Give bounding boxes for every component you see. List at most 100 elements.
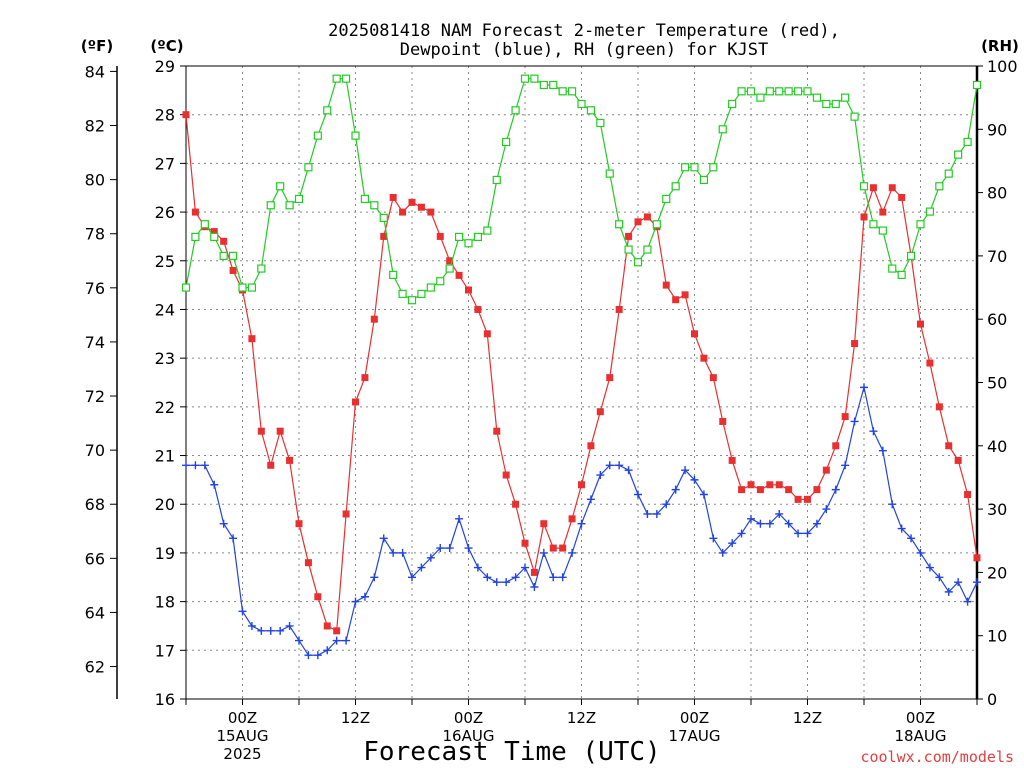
temperature-point bbox=[540, 520, 548, 528]
temperature-point bbox=[596, 408, 604, 416]
temperature-point bbox=[191, 208, 199, 216]
fahrenheit-tick-label: 66 bbox=[85, 549, 105, 568]
celsius-tick-label: 17 bbox=[155, 641, 175, 660]
temperature-point bbox=[804, 495, 811, 503]
rh-point bbox=[332, 74, 341, 83]
rh-point bbox=[577, 99, 586, 109]
rh-point bbox=[652, 220, 661, 229]
temperature-point bbox=[719, 417, 727, 425]
temperature-point bbox=[333, 627, 341, 635]
dewpoint-point bbox=[878, 446, 887, 455]
temperature-point bbox=[973, 554, 981, 562]
x-tick-label-date: 17AUG bbox=[669, 727, 721, 745]
temperature-point bbox=[785, 486, 793, 494]
rh-point bbox=[765, 87, 774, 96]
rh-point bbox=[963, 137, 972, 147]
rh-point bbox=[897, 270, 906, 279]
rh-point bbox=[615, 220, 624, 229]
dewpoint-point bbox=[888, 500, 897, 509]
rh-point bbox=[944, 169, 953, 178]
celsius-tick-label: 16 bbox=[155, 690, 175, 709]
temperature-point bbox=[530, 568, 538, 576]
fahrenheit-tick-label: 76 bbox=[85, 279, 105, 298]
dewpoint-point bbox=[624, 466, 633, 475]
temperature-point bbox=[427, 208, 435, 216]
rh-point bbox=[643, 245, 652, 254]
celsius-tick-label: 25 bbox=[155, 252, 175, 271]
rh-point bbox=[247, 283, 257, 292]
dewpoint-point bbox=[916, 548, 925, 557]
rh-tick-label: 0 bbox=[987, 690, 997, 709]
rh-point bbox=[379, 213, 388, 223]
dewpoint-point bbox=[539, 548, 548, 557]
x-axis-title: Forecast Time (UTC) bbox=[363, 737, 660, 767]
rh-point bbox=[737, 87, 746, 96]
rh-point bbox=[859, 182, 869, 191]
celsius-tick-label: 26 bbox=[155, 203, 175, 222]
x-tick-label-date: 15AUG bbox=[217, 727, 269, 745]
temperature-point bbox=[813, 486, 821, 494]
dewpoint-point bbox=[935, 573, 944, 582]
temperature-point bbox=[295, 520, 303, 528]
dewpoint-point bbox=[323, 646, 332, 655]
temperature-point bbox=[474, 305, 482, 313]
rh-point bbox=[473, 232, 483, 242]
rh-point bbox=[360, 194, 370, 204]
rh-point bbox=[596, 118, 605, 128]
dewpoint-point bbox=[850, 417, 859, 426]
temperature-point bbox=[352, 398, 359, 406]
rh-point bbox=[530, 74, 539, 83]
dewpoint-point bbox=[662, 500, 671, 509]
dewpoint-point bbox=[182, 461, 190, 470]
temperature-point bbox=[615, 305, 623, 313]
plot-frame bbox=[185, 65, 978, 700]
temperature-point bbox=[342, 510, 350, 518]
rh-point bbox=[850, 112, 859, 121]
dewpoint-point bbox=[765, 519, 774, 528]
rh-point bbox=[954, 150, 963, 159]
temperature-point bbox=[634, 218, 642, 226]
temperature-point bbox=[756, 486, 764, 494]
temperature-point bbox=[502, 471, 510, 479]
rh-point bbox=[341, 74, 351, 83]
rh-point bbox=[756, 93, 765, 102]
dewpoint-point bbox=[577, 519, 586, 528]
fahrenheit-tick-label: 64 bbox=[85, 603, 105, 622]
dewpoint-point bbox=[455, 514, 464, 523]
rh-point bbox=[803, 87, 812, 96]
temperature-point bbox=[832, 442, 840, 450]
dewpoint-point bbox=[295, 636, 303, 645]
rh-point bbox=[219, 251, 228, 260]
temperature-point bbox=[361, 374, 369, 382]
x-tick-label-year: 2025 bbox=[223, 745, 261, 763]
temperature-point bbox=[455, 271, 463, 279]
temperature-point bbox=[822, 466, 830, 474]
fahrenheit-tick-label: 62 bbox=[85, 658, 105, 677]
rh-point bbox=[276, 182, 285, 191]
dewpoint-point bbox=[973, 578, 981, 587]
dewpoint-point bbox=[671, 485, 680, 494]
rh-point bbox=[690, 163, 699, 172]
temperature-point bbox=[775, 481, 783, 489]
dewpoint-point bbox=[483, 573, 492, 582]
temperature-point bbox=[389, 193, 397, 201]
fahrenheit-unit-label: (ºF) bbox=[81, 37, 113, 55]
temperature-point bbox=[417, 203, 425, 211]
dewpoint-point bbox=[426, 553, 435, 562]
temperature-point bbox=[257, 427, 265, 435]
dewpoint-point bbox=[643, 509, 652, 518]
rh-point bbox=[370, 201, 379, 210]
grid-lines bbox=[186, 66, 977, 699]
dewpoint-point bbox=[558, 573, 567, 582]
rh-point bbox=[812, 93, 822, 102]
credit-label: coolwx.com/models bbox=[860, 748, 1014, 766]
temperature-point bbox=[549, 544, 557, 552]
rh-point bbox=[539, 80, 548, 90]
dewpoint-point bbox=[398, 548, 407, 557]
rh-point bbox=[351, 131, 360, 140]
celsius-tick-label: 22 bbox=[155, 398, 175, 417]
dewpoint-point bbox=[652, 509, 661, 518]
rh-point bbox=[549, 80, 558, 90]
dewpoint-point bbox=[436, 544, 445, 553]
